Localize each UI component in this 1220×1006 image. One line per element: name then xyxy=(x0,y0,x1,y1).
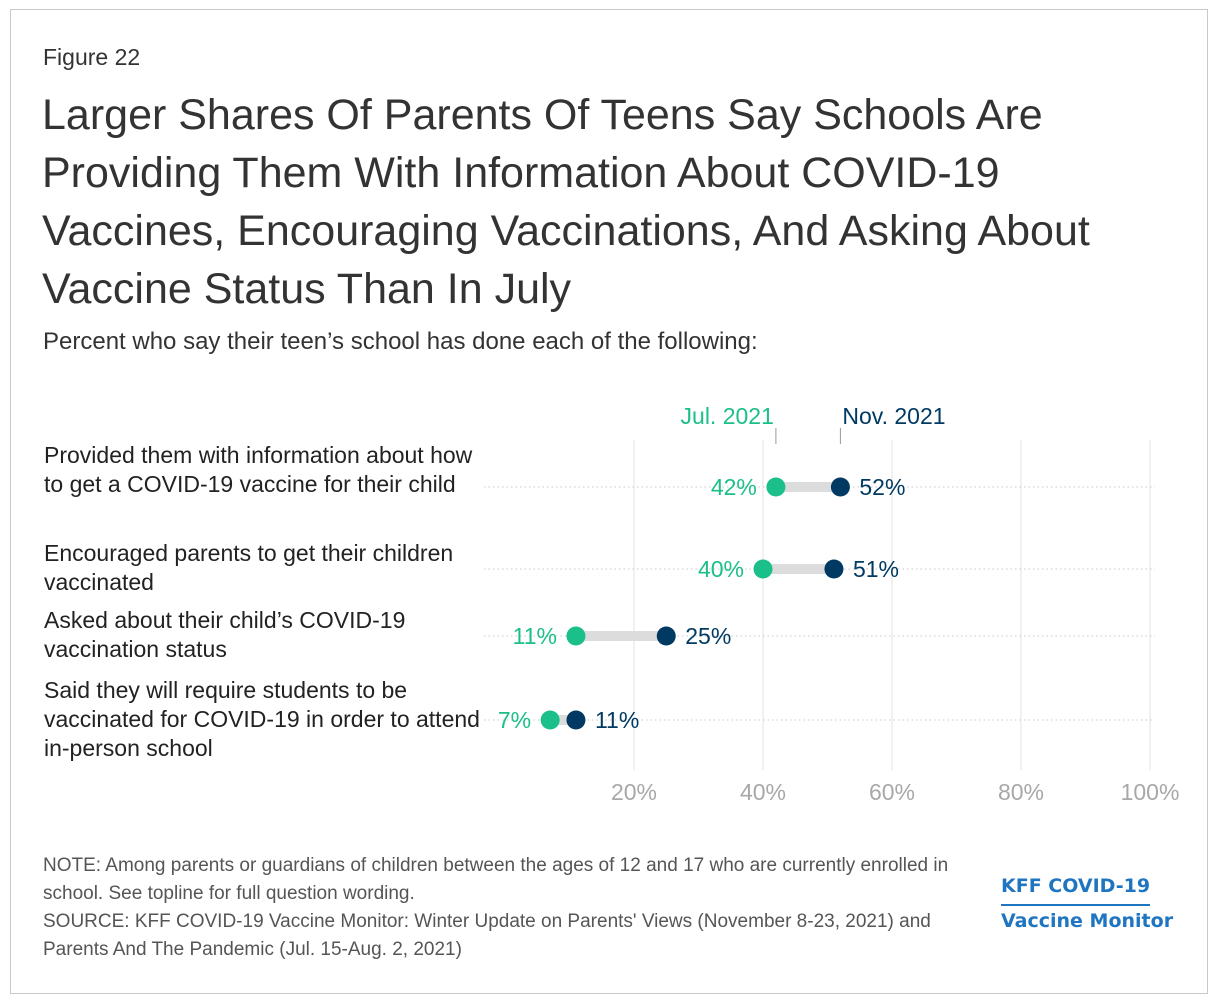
logo-line-2: Vaccine Monitor xyxy=(1001,910,1174,932)
kff-logo: KFF COVID-19 Vaccine Monitor xyxy=(1001,872,1179,936)
logo-line-1: KFF COVID-19 xyxy=(1001,872,1151,906)
chart-title: Larger Shares Of Parents Of Teens Say Sc… xyxy=(42,91,1090,313)
dot-jul-3 xyxy=(540,710,560,730)
figure-frame xyxy=(10,9,1208,994)
dot-jul-2 xyxy=(566,626,586,646)
x-tick-label-80: 80% xyxy=(998,779,1044,805)
dot-nov-1 xyxy=(824,559,844,579)
legend-nov-2021: Nov. 2021 xyxy=(842,403,945,429)
dot-jul-1 xyxy=(753,559,773,579)
row-label-encouraged: Encouraged parents to get their children… xyxy=(44,540,454,595)
dot-nov-2 xyxy=(656,626,676,646)
x-tick-label-100: 100% xyxy=(1121,779,1180,805)
label-nov-1: 51% xyxy=(853,556,899,582)
figure-label: Figure 22 xyxy=(43,44,141,70)
label-jul-1: 40% xyxy=(698,556,744,582)
label-jul-0: 42% xyxy=(711,474,757,500)
row-label-require: Said they will require students to be va… xyxy=(44,677,480,761)
chart-subtitle: Percent who say their teen’s school has … xyxy=(43,328,758,355)
note-text: NOTE: Among parents or guardians of chil… xyxy=(43,855,949,904)
row-label-asked: Asked about their child’s COVID-19 vacci… xyxy=(44,607,406,662)
dot-nov-0 xyxy=(830,477,850,497)
x-tick-label-40: 40% xyxy=(740,779,786,805)
chart-note: NOTE: Among parents or guardians of chil… xyxy=(43,852,983,964)
label-jul-2: 11% xyxy=(513,623,557,649)
legend-jul-2021: Jul. 2021 xyxy=(681,403,774,429)
label-nov-2: 25% xyxy=(685,623,731,649)
label-nov-0: 52% xyxy=(859,474,905,500)
source-text: SOURCE: KFF COVID-19 Vaccine Monitor: Wi… xyxy=(43,911,931,960)
dot-nov-3 xyxy=(566,710,586,730)
label-jul-3: 7% xyxy=(498,707,531,733)
label-nov-3: 11% xyxy=(595,707,639,733)
row-label-info: Provided them with information about how… xyxy=(44,442,473,497)
x-tick-label-60: 60% xyxy=(869,779,915,805)
x-tick-label-20: 20% xyxy=(611,779,657,805)
dot-jul-0 xyxy=(766,477,786,497)
